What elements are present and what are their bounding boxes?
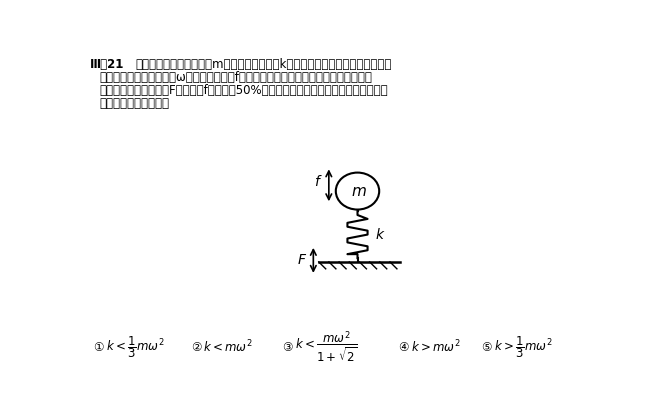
Text: ⑤: ⑤ — [482, 341, 492, 354]
Text: $k > \dfrac{1}{3}m\omega^2$: $k > \dfrac{1}{3}m\omega^2$ — [494, 334, 552, 360]
Text: $k$: $k$ — [376, 227, 386, 242]
Text: $m$: $m$ — [351, 184, 367, 199]
Text: 伝達される周期的な力Fの振幅をfの振幅の50%未満にしたい。ばね定数の条件として，: 伝達される周期的な力Fの振幅をfの振幅の50%未満にしたい。ばね定数の条件として… — [100, 84, 388, 97]
Text: Ⅲ－21: Ⅲ－21 — [90, 58, 125, 71]
Text: $k < \dfrac{m\omega^2}{1+\sqrt{2}}$: $k < \dfrac{m\omega^2}{1+\sqrt{2}}$ — [295, 330, 357, 365]
Text: $f$: $f$ — [314, 174, 323, 189]
Text: ④: ④ — [399, 341, 409, 354]
Text: $F$: $F$ — [297, 253, 307, 268]
Text: 適切なものはどれか。: 適切なものはどれか。 — [100, 97, 169, 110]
Text: $k > m\omega^2$: $k > m\omega^2$ — [411, 339, 461, 356]
Text: $k < m\omega^2$: $k < m\omega^2$ — [203, 339, 253, 356]
Text: ②: ② — [191, 341, 202, 354]
Text: $k < \dfrac{1}{3}m\omega^2$: $k < \dfrac{1}{3}m\omega^2$ — [105, 334, 164, 360]
Text: 下図に示すように，質量mの機械がばね定数kのばねを介して床に固定されてい: 下図に示すように，質量mの機械がばね定数kのばねを介して床に固定されてい — [135, 58, 391, 71]
Text: ①: ① — [93, 341, 103, 354]
Text: ③: ③ — [282, 341, 293, 354]
Ellipse shape — [336, 173, 379, 209]
Text: る。この機械に角周波数ωの正弦波状の力fが作用し，定常状態となったときに，床に: る。この機械に角周波数ωの正弦波状の力fが作用し，定常状態となったときに，床に — [100, 71, 372, 84]
